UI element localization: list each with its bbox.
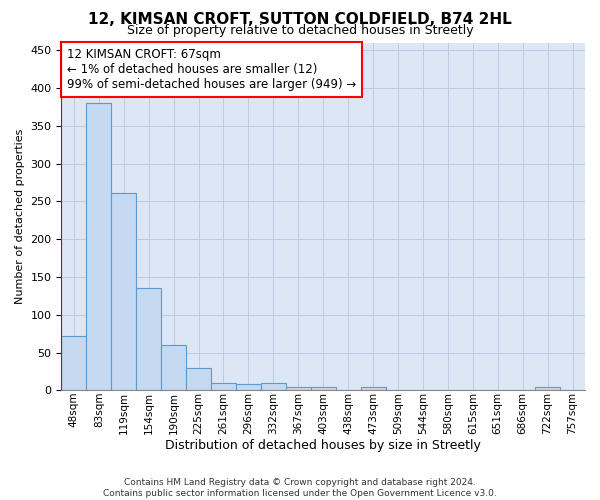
X-axis label: Distribution of detached houses by size in Streetly: Distribution of detached houses by size … bbox=[165, 440, 481, 452]
Bar bbox=[311, 386, 335, 390]
Text: Size of property relative to detached houses in Streetly: Size of property relative to detached ho… bbox=[127, 24, 473, 37]
Text: Contains HM Land Registry data © Crown copyright and database right 2024.
Contai: Contains HM Land Registry data © Crown c… bbox=[103, 478, 497, 498]
Bar bbox=[161, 345, 186, 391]
Text: 12, KIMSAN CROFT, SUTTON COLDFIELD, B74 2HL: 12, KIMSAN CROFT, SUTTON COLDFIELD, B74 … bbox=[88, 12, 512, 28]
Y-axis label: Number of detached properties: Number of detached properties bbox=[15, 129, 25, 304]
Bar bbox=[86, 103, 111, 391]
Text: 12 KIMSAN CROFT: 67sqm
← 1% of detached houses are smaller (12)
99% of semi-deta: 12 KIMSAN CROFT: 67sqm ← 1% of detached … bbox=[67, 48, 356, 90]
Bar bbox=[361, 388, 386, 390]
Bar bbox=[211, 383, 236, 390]
Bar bbox=[261, 383, 286, 390]
Bar bbox=[286, 386, 311, 390]
Bar bbox=[186, 368, 211, 390]
Bar bbox=[61, 336, 86, 390]
Bar bbox=[136, 288, 161, 391]
Bar bbox=[236, 384, 261, 390]
Bar bbox=[111, 193, 136, 390]
Bar bbox=[535, 388, 560, 390]
